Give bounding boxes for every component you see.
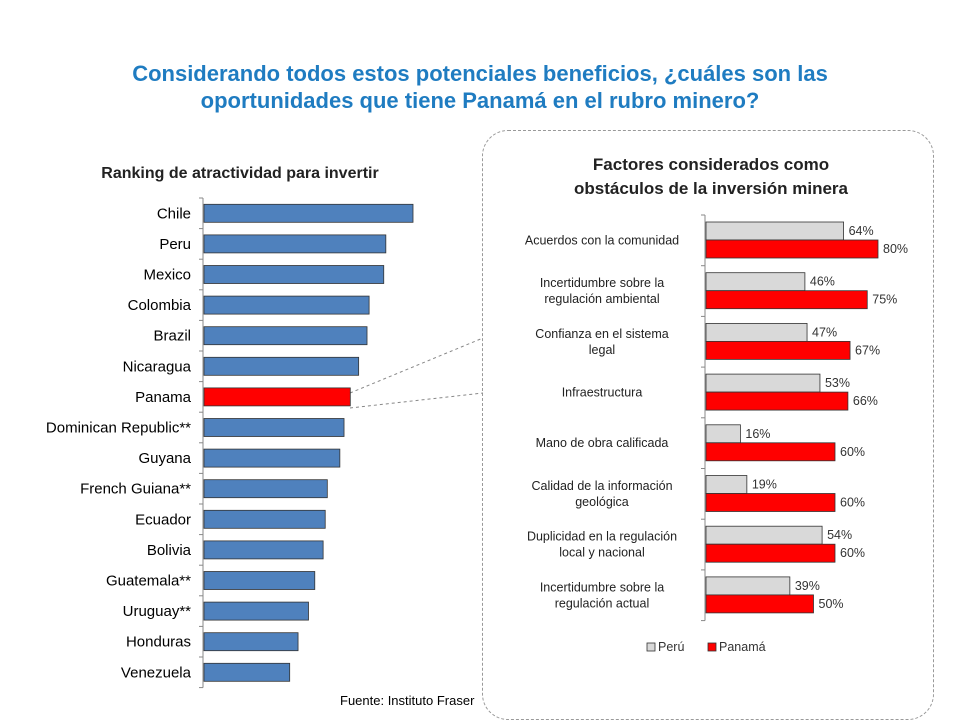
legend-peru-label: Perú <box>658 640 684 654</box>
panama-bar <box>705 290 868 310</box>
panama-value-label: 80% <box>883 242 908 256</box>
ranking-bar <box>203 326 368 346</box>
peru-bar <box>705 322 808 342</box>
panama-bar <box>705 391 849 411</box>
peru-value-label: 16% <box>745 427 770 441</box>
ranking-bar <box>203 387 351 407</box>
ranking-label: Panama <box>135 389 192 406</box>
obstacle-category-label: Mano de obra calificada <box>536 436 669 450</box>
page-title-line2: oportunidades que tiene Panamá en el rub… <box>200 88 760 113</box>
ranking-chart-title: Ranking de atractividad para invertir <box>101 165 378 182</box>
ranking-bar <box>203 632 299 652</box>
obstacle-category-label: legal <box>589 343 615 357</box>
ranking-label: Uruguay** <box>123 603 192 620</box>
peru-value-label: 46% <box>810 275 835 289</box>
panama-bar <box>705 442 836 462</box>
ranking-bar <box>203 203 414 223</box>
ranking-bar <box>203 265 385 284</box>
legend-panama-label: Panamá <box>719 640 766 654</box>
panama-bar <box>705 493 836 512</box>
ranking-label: Bolivia <box>147 542 192 559</box>
panama-value-label: 75% <box>872 293 897 307</box>
page-title-line1: Considerando todos estos potenciales ben… <box>132 61 828 86</box>
panama-value-label: 67% <box>855 343 880 357</box>
peru-bar <box>705 576 791 596</box>
peru-bar <box>705 475 748 494</box>
obstacle-category-label: regulación ambiental <box>544 292 659 306</box>
obstacle-category-label: regulación actual <box>555 596 650 610</box>
ranking-label: Venezuela <box>121 664 192 681</box>
peru-bar <box>705 272 806 292</box>
ranking-label: Guyana <box>138 450 191 467</box>
peru-value-label: 19% <box>752 478 777 492</box>
ranking-label: Dominican Republic** <box>46 420 191 437</box>
ranking-bar <box>203 662 291 682</box>
ranking-label: Guatemala** <box>106 573 191 590</box>
panama-bar <box>705 543 836 563</box>
ranking-label: Ecuador <box>135 511 191 528</box>
obstacles-chart-title-line1: Factores considerados como <box>593 155 829 174</box>
ranking-bar <box>203 601 309 621</box>
ranking-label: Mexico <box>143 267 191 284</box>
peru-bar <box>705 525 823 545</box>
panama-value-label: 50% <box>819 597 844 611</box>
obstacle-category-label: geológica <box>575 495 629 509</box>
ranking-bar <box>203 571 316 590</box>
panama-value-label: 60% <box>840 496 865 510</box>
obstacle-category-label: Incertidumbre sobre la <box>540 580 664 594</box>
callout-connector-top <box>349 337 484 394</box>
obstacles-chart-title-line2: obstáculos de la inversión minera <box>574 179 849 198</box>
ranking-bar <box>203 448 341 468</box>
callout-connector-bottom <box>349 392 484 409</box>
peru-bar <box>705 221 845 241</box>
obstacles-chart: Factores considerados como obstáculos de … <box>525 155 908 654</box>
legend-peru-swatch <box>646 642 656 652</box>
obstacle-category-label: Acuerdos con la comunidad <box>525 233 679 247</box>
obstacle-category-label: Confianza en el sistema <box>535 327 668 341</box>
page-title: Considerando todos estos potenciales ben… <box>0 60 960 114</box>
ranking-label: Chile <box>157 205 191 222</box>
panama-value-label: 66% <box>853 394 878 408</box>
ranking-label: Nicaragua <box>123 358 192 375</box>
ranking-bar <box>203 295 370 315</box>
panama-bar <box>705 594 814 614</box>
panama-bar <box>705 340 851 360</box>
legend-panama-swatch <box>707 642 717 652</box>
ranking-bar <box>203 479 328 499</box>
ranking-label: Honduras <box>126 634 191 651</box>
ranking-label: Brazil <box>153 328 191 345</box>
peru-value-label: 47% <box>812 325 837 339</box>
peru-value-label: 39% <box>795 579 820 593</box>
obstacle-category-label: Infraestructura <box>562 385 643 399</box>
panama-value-label: 60% <box>840 546 865 560</box>
ranking-bar <box>203 418 345 437</box>
ranking-label: French Guiana** <box>80 481 191 498</box>
ranking-chart: Ranking de atractividad para invertir Chi… <box>46 165 414 689</box>
panama-bar <box>705 239 879 259</box>
peru-bar <box>705 424 741 444</box>
ranking-bar <box>203 509 326 529</box>
peru-bar <box>705 373 821 393</box>
ranking-bar <box>203 234 387 254</box>
peru-value-label: 54% <box>827 528 852 542</box>
source-note: Fuente: Instituto Fraser <box>340 693 475 708</box>
peru-value-label: 53% <box>825 376 850 390</box>
ranking-label: Peru <box>159 236 191 253</box>
obstacle-category-label: Duplicidad en la regulación <box>527 530 677 544</box>
ranking-bar <box>203 540 324 560</box>
obstacle-category-label: Incertidumbre sobre la <box>540 276 664 290</box>
ranking-label: Colombia <box>128 297 192 314</box>
peru-value-label: 64% <box>849 224 874 238</box>
ranking-bar <box>203 356 360 376</box>
obstacle-category-label: Calidad de la información <box>531 479 672 493</box>
obstacle-category-label: local y nacional <box>559 546 644 560</box>
panama-value-label: 60% <box>840 445 865 459</box>
